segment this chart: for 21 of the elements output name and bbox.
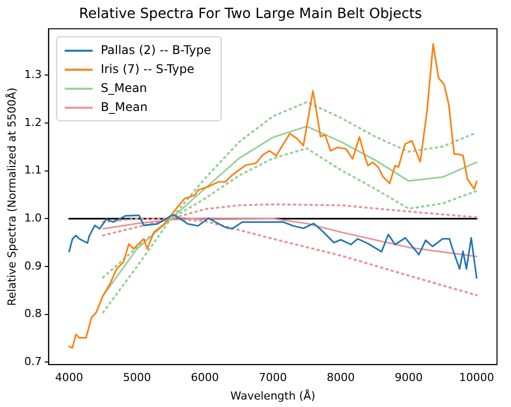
y-tick-label: 0.8 bbox=[24, 307, 42, 320]
y-tick-label: 1.3 bbox=[24, 68, 42, 82]
x-axis-title: Wavelength (Å) bbox=[230, 388, 316, 402]
legend-label: B_Mean bbox=[100, 100, 148, 114]
x-tick-label: 6000 bbox=[190, 371, 219, 384]
x-tick-label: 5000 bbox=[122, 371, 151, 384]
y-tick-label: 0.9 bbox=[24, 259, 42, 272]
y-tick-label: 1.1 bbox=[24, 164, 42, 177]
x-tick-label: 8000 bbox=[326, 371, 355, 384]
legend-label: S_Mean bbox=[100, 80, 148, 95]
chart-title: Relative Spectra For Two Large Main Belt Objects bbox=[79, 6, 422, 22]
y-tick-label: 1.2 bbox=[24, 116, 42, 129]
y-tick-label: 1.0 bbox=[24, 212, 42, 225]
legend-label: Pallas (2) -- B-Type bbox=[100, 42, 212, 57]
legend-label: Iris (7) -- S-Type bbox=[100, 62, 194, 76]
y-axis-title: Relative Spectra (Normalized at 5500Å) bbox=[4, 88, 18, 306]
y-tick-label: 0.7 bbox=[24, 355, 42, 368]
x-tick-label: 10000 bbox=[459, 371, 494, 384]
x-tick-label: 9000 bbox=[394, 371, 423, 384]
x-tick-label: 4000 bbox=[55, 371, 84, 384]
x-tick-label: 7000 bbox=[258, 371, 287, 384]
